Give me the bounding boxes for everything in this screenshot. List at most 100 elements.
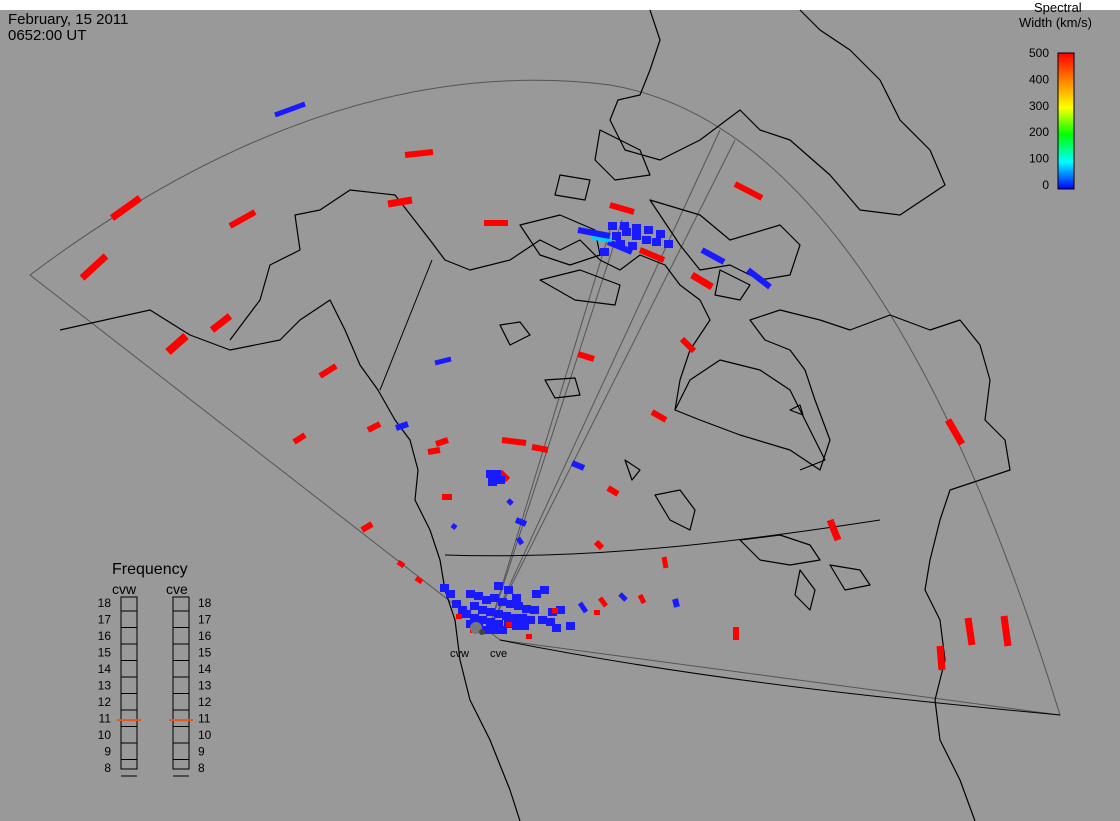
echo-cell bbox=[608, 222, 617, 230]
echo-cell bbox=[440, 584, 449, 592]
echo-cell bbox=[452, 600, 461, 608]
radar-site-marker bbox=[470, 622, 482, 634]
map-background bbox=[0, 10, 1120, 821]
frequency-tick-left: 17 bbox=[98, 613, 112, 627]
echo-cell bbox=[606, 485, 620, 497]
frequency-tick-right: 13 bbox=[198, 679, 212, 693]
frequency-tick-right: 16 bbox=[198, 629, 212, 643]
echo-cell bbox=[526, 616, 535, 624]
echo-cell bbox=[458, 606, 467, 614]
echo-cell bbox=[594, 610, 600, 615]
frequency-tick-right: 11 bbox=[198, 712, 211, 726]
frequency-tick-left: 16 bbox=[98, 629, 112, 643]
echo-cell bbox=[591, 236, 613, 242]
echo-cell bbox=[577, 227, 611, 239]
echo-cell bbox=[522, 605, 531, 613]
radar-field-of-view bbox=[29, 79, 1061, 716]
echo-cell bbox=[632, 232, 641, 240]
frequency-tick-left: 18 bbox=[98, 596, 112, 610]
echo-cell bbox=[593, 539, 605, 551]
radar-sites: cvw cve bbox=[450, 622, 507, 660]
echo-cell bbox=[482, 626, 491, 634]
echo-cell bbox=[498, 626, 507, 634]
echo-cell bbox=[414, 575, 424, 585]
frequency-left-label: cvw bbox=[112, 581, 137, 597]
echo-cell bbox=[492, 470, 501, 478]
echo-cell bbox=[566, 622, 575, 630]
frequency-tick-right: 17 bbox=[198, 613, 212, 627]
echo-cell bbox=[486, 608, 495, 616]
echo-cell bbox=[435, 437, 449, 447]
echo-cell bbox=[936, 645, 946, 671]
echo-cell bbox=[404, 149, 434, 158]
frequency-tick-left: 8 bbox=[104, 761, 111, 775]
frequency-gauge-cve bbox=[172, 596, 190, 770]
colorbar-gradient bbox=[1057, 52, 1075, 190]
echo-cell bbox=[478, 606, 487, 614]
echo-cell bbox=[490, 626, 499, 634]
echo-cell bbox=[609, 202, 635, 215]
echo-cell bbox=[642, 236, 651, 244]
echo-cell bbox=[209, 313, 233, 333]
echo-cell bbox=[494, 620, 503, 628]
frequency-panel: Frequency cvw cve 18 18 17 17 16 16 15 15 14 14 13… bbox=[98, 561, 212, 777]
echo-cell bbox=[470, 602, 479, 610]
colorbar-tick-label: 0 bbox=[1042, 178, 1049, 192]
echo-cell bbox=[552, 624, 561, 632]
echo-cell bbox=[474, 592, 483, 600]
colorbar-tick-label: 400 bbox=[1029, 72, 1049, 86]
echo-cell bbox=[652, 238, 661, 246]
frequency-tick-right: 14 bbox=[198, 662, 212, 676]
coastlines bbox=[59, 9, 1011, 821]
frequency-tick-left: 12 bbox=[98, 695, 112, 709]
echo-cell bbox=[518, 614, 527, 622]
radar-label-west: cvw bbox=[450, 648, 469, 660]
echo-cell bbox=[656, 230, 665, 238]
frequency-tick-left: 15 bbox=[98, 646, 112, 660]
echo-cell bbox=[661, 556, 669, 569]
time-label: 0652:00 UT bbox=[8, 27, 86, 44]
colorbar-tick-label: 300 bbox=[1029, 99, 1049, 113]
echo-cell bbox=[650, 409, 668, 423]
echo-cell bbox=[506, 498, 514, 506]
echo-cell bbox=[520, 622, 529, 630]
echo-cell bbox=[274, 101, 306, 118]
echo-cell bbox=[292, 432, 307, 445]
frequency-tick-left: 11 bbox=[99, 712, 112, 726]
frequency-right-label: cve bbox=[166, 581, 188, 597]
echo-cell bbox=[577, 601, 589, 614]
frequency-tick-right: 9 bbox=[198, 745, 205, 759]
echo-cell bbox=[620, 222, 629, 230]
echo-cell bbox=[515, 536, 525, 546]
echo-cell bbox=[540, 586, 549, 594]
echo-cell bbox=[79, 253, 109, 281]
echo-cell bbox=[498, 598, 507, 606]
frequency-tick-right: 12 bbox=[198, 695, 212, 709]
political-borders bbox=[379, 259, 1061, 716]
echo-cell bbox=[826, 518, 842, 542]
echo-cell bbox=[502, 612, 511, 620]
echo-cell bbox=[622, 228, 631, 236]
colorbar-tick-label: 100 bbox=[1029, 152, 1049, 166]
echo-cell bbox=[664, 240, 673, 248]
frequency-tick-left: 10 bbox=[98, 728, 112, 742]
echo-cell bbox=[434, 356, 452, 366]
echo-cell bbox=[360, 521, 374, 533]
echo-cell bbox=[600, 248, 609, 256]
echo-cell bbox=[570, 460, 586, 471]
echo-cell bbox=[1000, 615, 1012, 647]
echo-cell bbox=[510, 614, 519, 622]
echo-cell bbox=[482, 596, 491, 604]
echo-cell bbox=[944, 418, 966, 446]
spectral-width-colorbar: Spectral Width (km/s) 500 400 300 200 100 0 bbox=[1019, 0, 1092, 192]
echo-cell bbox=[530, 606, 539, 614]
echo-cell bbox=[612, 232, 621, 240]
echo-cell bbox=[512, 594, 521, 602]
echo-cell bbox=[644, 226, 653, 234]
echo-cell bbox=[700, 247, 726, 265]
frequency-tick-right: 18 bbox=[198, 596, 212, 610]
echo-cell bbox=[490, 594, 499, 602]
colorbar-title-2: Width (km/s) bbox=[1019, 15, 1092, 30]
echo-cell bbox=[546, 618, 555, 626]
